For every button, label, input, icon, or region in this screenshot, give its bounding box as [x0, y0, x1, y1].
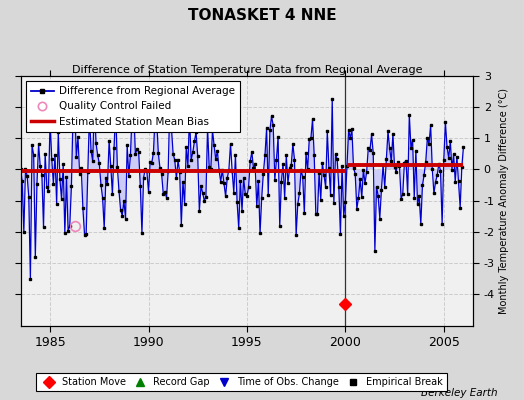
Text: TONASKET 4 NNE: TONASKET 4 NNE	[188, 8, 336, 23]
Legend: Station Move, Record Gap, Time of Obs. Change, Empirical Break: Station Move, Record Gap, Time of Obs. C…	[36, 373, 446, 391]
Y-axis label: Monthly Temperature Anomaly Difference (°C): Monthly Temperature Anomaly Difference (…	[499, 88, 509, 314]
Legend: Difference from Regional Average, Quality Control Failed, Estimated Station Mean: Difference from Regional Average, Qualit…	[26, 81, 241, 132]
Title: Difference of Station Temperature Data from Regional Average: Difference of Station Temperature Data f…	[72, 65, 422, 75]
Text: Berkeley Earth: Berkeley Earth	[421, 388, 498, 398]
